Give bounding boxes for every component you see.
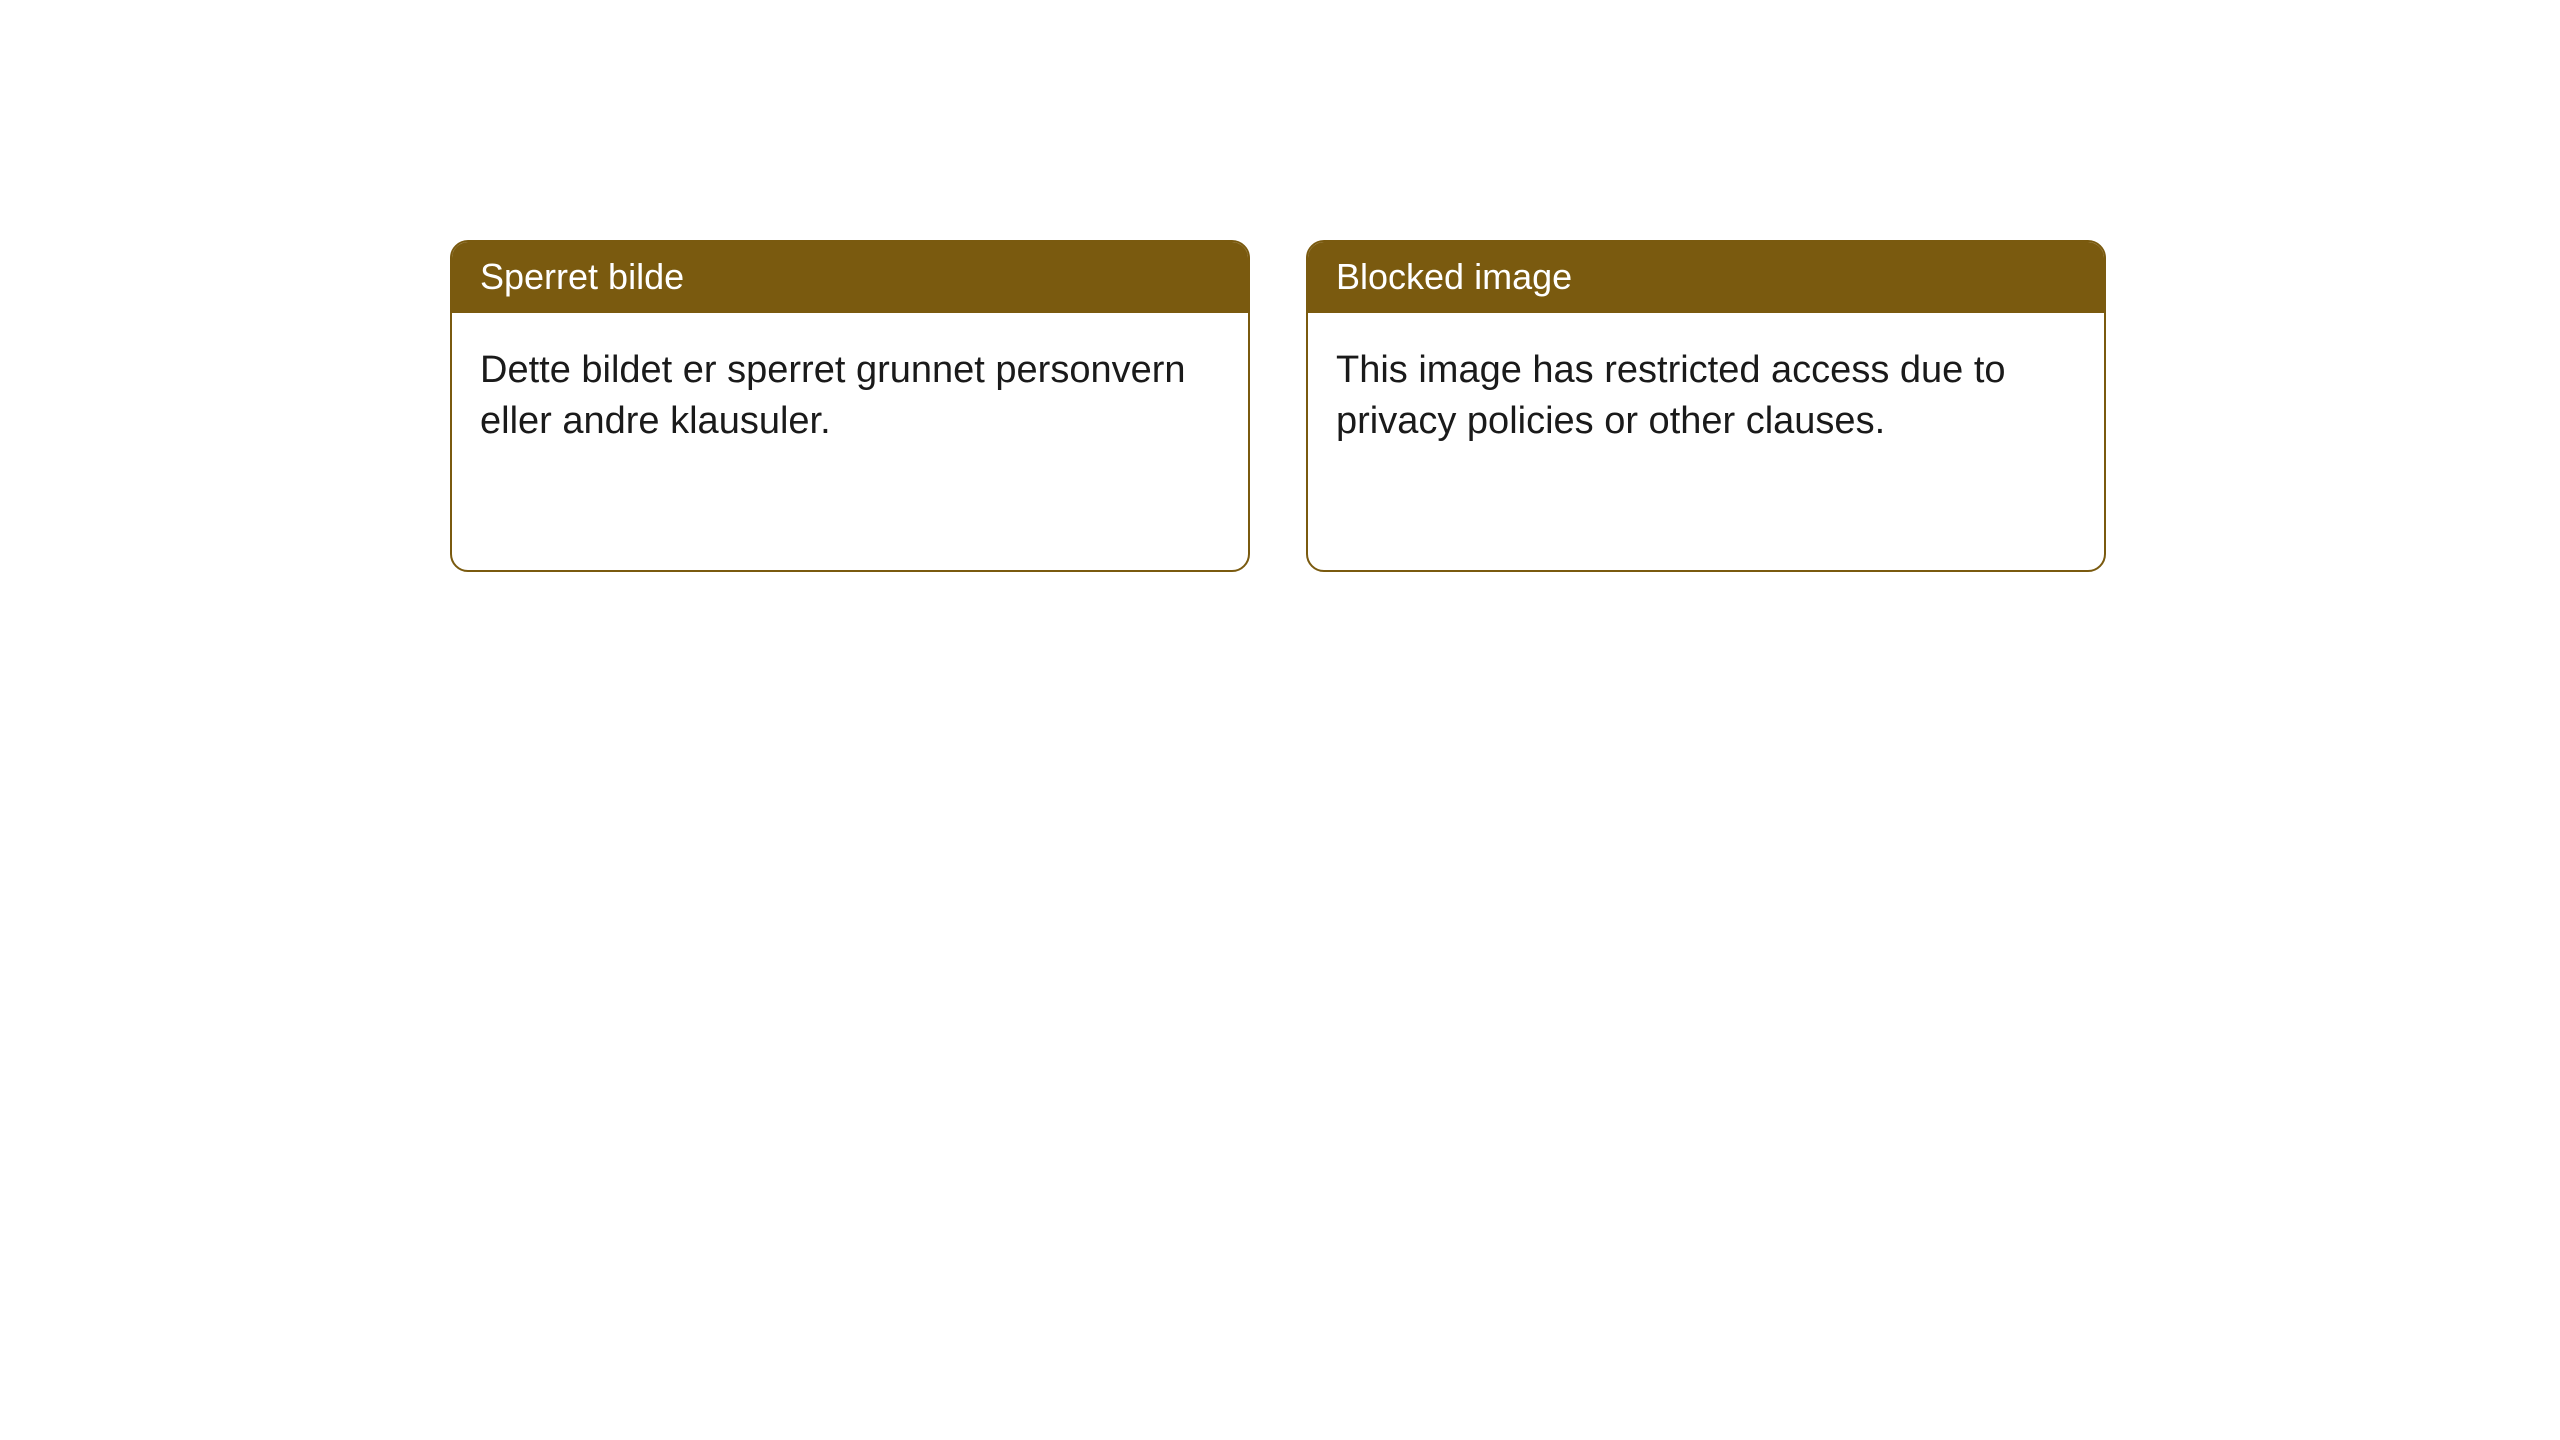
notice-title-english: Blocked image [1308, 242, 2104, 313]
notice-card-norwegian: Sperret bilde Dette bildet er sperret gr… [450, 240, 1250, 572]
notice-card-english: Blocked image This image has restricted … [1306, 240, 2106, 572]
notice-body-norwegian: Dette bildet er sperret grunnet personve… [452, 313, 1248, 480]
notice-title-norwegian: Sperret bilde [452, 242, 1248, 313]
notice-container: Sperret bilde Dette bildet er sperret gr… [0, 0, 2560, 572]
notice-body-english: This image has restricted access due to … [1308, 313, 2104, 480]
